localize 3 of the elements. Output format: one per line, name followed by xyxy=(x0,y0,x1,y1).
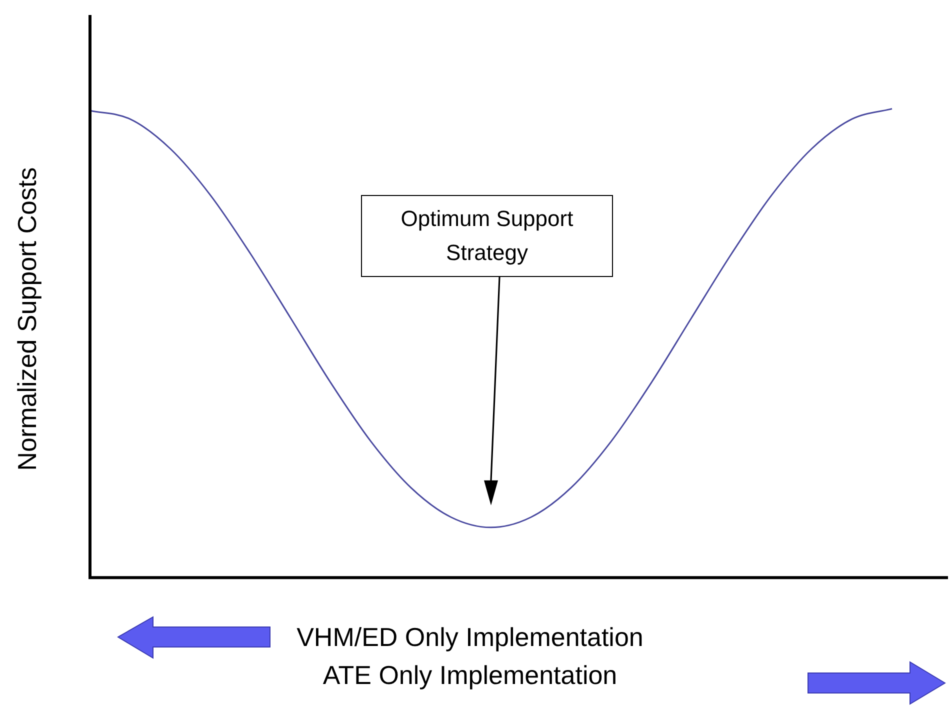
x-axis-title: VHM/ED Only Implementation ATE Only Implementation xyxy=(296,621,644,692)
callout-box: Optimum Support Strategy xyxy=(361,195,613,277)
y-axis-title: Normalized Support Costs xyxy=(11,166,43,473)
